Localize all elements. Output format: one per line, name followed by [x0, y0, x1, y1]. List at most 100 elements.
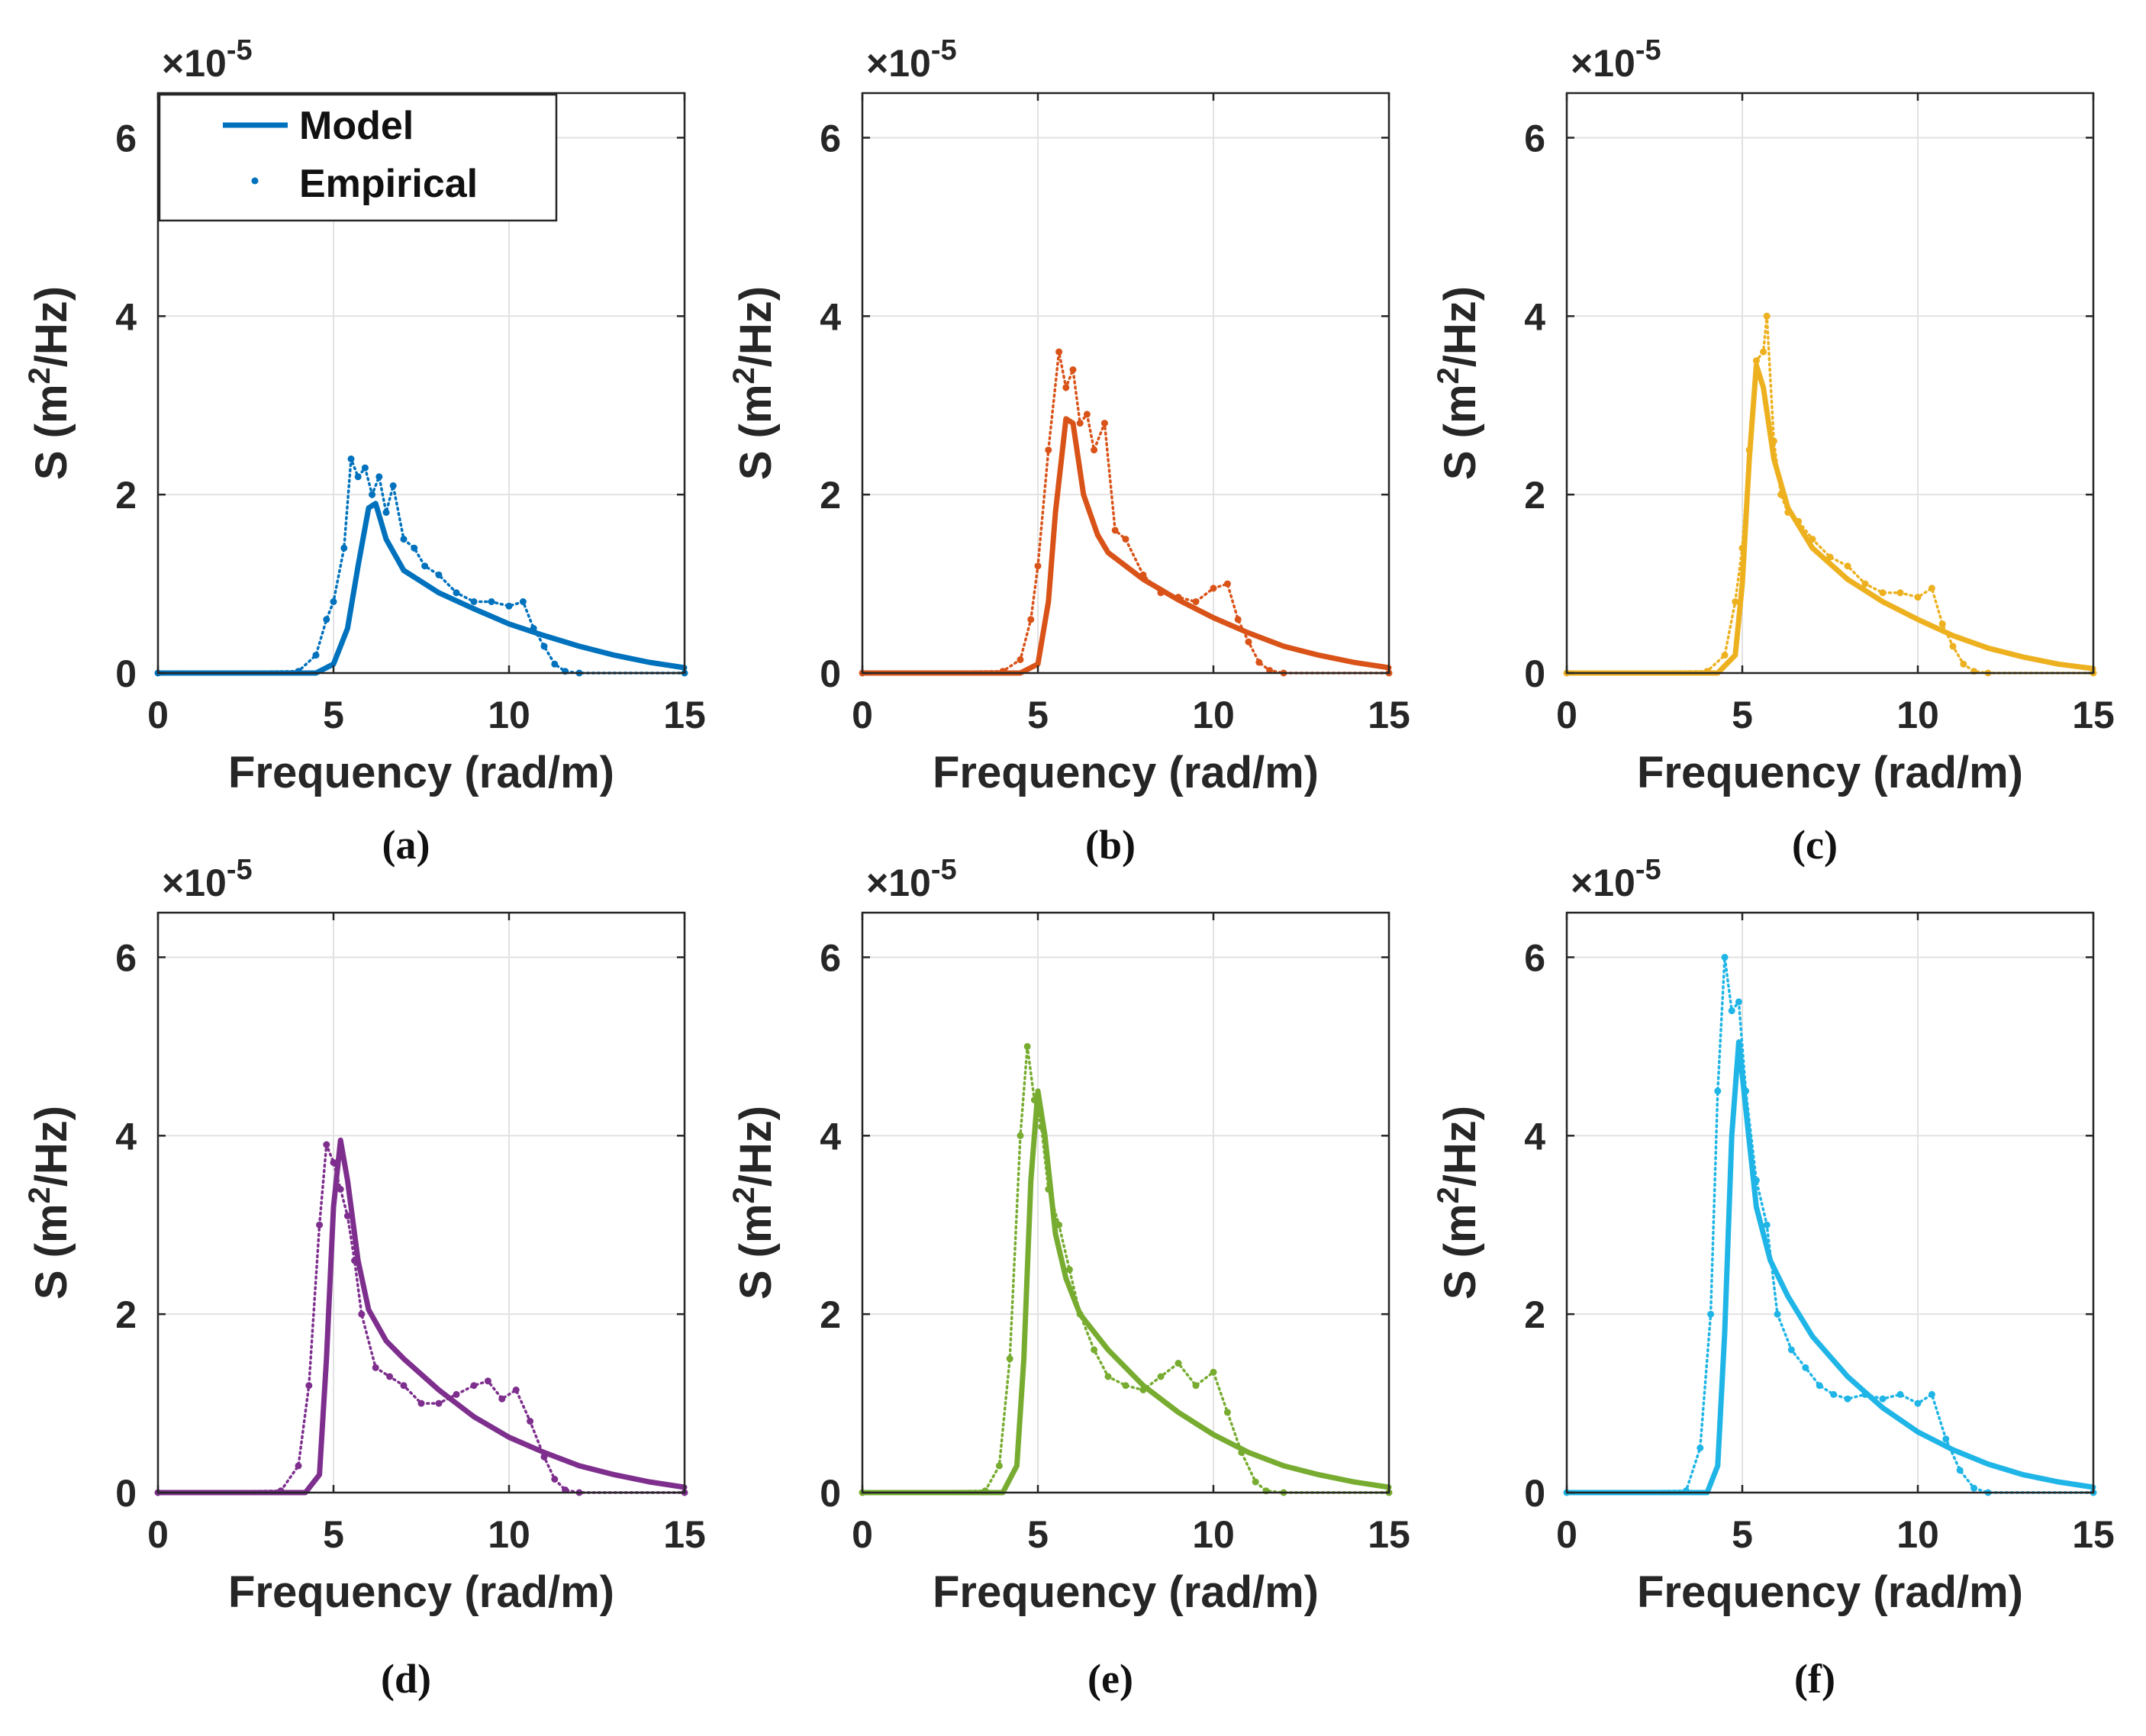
exponent-base: ×10	[1571, 862, 1635, 904]
y-label-main: S (m	[1436, 1203, 1485, 1300]
y-label-end: /Hz)	[1436, 1106, 1485, 1187]
y-tick-label: 0	[1524, 1472, 1545, 1515]
panel-caption: (a)	[382, 822, 430, 868]
x-tick-label: 0	[852, 1513, 873, 1556]
panel-caption: (b)	[1085, 822, 1136, 868]
y-tick-label: 2	[1524, 474, 1545, 517]
axes-frame	[861, 92, 1390, 675]
y-exponent-label: ×10-5	[866, 34, 957, 85]
x-axis-label: Frequency (rad/m)	[228, 1567, 614, 1617]
x-tick-label: 0	[1556, 1513, 1577, 1556]
y-tick-label: 0	[1524, 652, 1545, 695]
exponent-base: ×10	[1571, 42, 1635, 85]
y-label-superscript: 2	[23, 367, 56, 384]
y-exponent-label: ×10-5	[162, 34, 253, 85]
x-tick-label: 0	[1556, 694, 1577, 736]
y-tick-label: 6	[1524, 117, 1545, 159]
chart-panel-e: 0 5 10 15 0 2 4 6 ×10-5 Frequency (rad/m) S (m2/Hz…	[727, 854, 1410, 1702]
y-tick-label: 4	[820, 295, 841, 338]
plot-area	[862, 913, 1389, 1493]
model-series-line	[155, 501, 688, 676]
exponent-power: -5	[1635, 854, 1661, 886]
axes-frame	[156, 92, 686, 675]
y-axis-label: S (m2/Hz)	[727, 1106, 781, 1300]
y-tick-label: 0	[820, 1472, 841, 1515]
exponent-base: ×10	[162, 862, 227, 904]
y-tick-label: 4	[115, 295, 137, 338]
x-axis-label: Frequency (rad/m)	[933, 748, 1319, 797]
y-label-main: S (m	[27, 384, 76, 480]
x-tick-label: 15	[2072, 1513, 2115, 1556]
y-label-superscript: 2	[23, 1187, 56, 1203]
y-tick-label: 6	[820, 117, 841, 159]
x-tick-label: 5	[1732, 694, 1753, 736]
exponent-power: -5	[931, 854, 957, 886]
plot-area	[1567, 913, 2093, 1493]
y-axis-label: S (m2/Hz)	[727, 286, 781, 480]
x-tick-label: 5	[323, 1513, 344, 1556]
y-tick-label: 0	[115, 652, 137, 695]
x-tick-label: 0	[852, 694, 873, 736]
x-tick-label: 5	[1027, 1513, 1049, 1556]
legend-model-label: Model	[299, 104, 414, 148]
y-label-superscript: 2	[727, 367, 761, 384]
x-axis-label: Frequency (rad/m)	[933, 1567, 1319, 1617]
y-tick-label: 4	[820, 1115, 841, 1158]
legend-empirical-swatch	[251, 177, 259, 185]
exponent-power: -5	[1635, 34, 1661, 66]
axes-frame	[861, 911, 1390, 1494]
empirical-trace	[861, 1046, 1390, 1494]
y-label-main: S (m	[731, 1203, 781, 1300]
model-series-line	[155, 1137, 688, 1496]
y-tick-label: 2	[115, 474, 137, 517]
y-tick-label: 6	[1524, 936, 1545, 979]
panel-caption: (e)	[1088, 1656, 1133, 1702]
y-axis-label: S (m2/Hz)	[1432, 1106, 1485, 1300]
y-label-end: /Hz)	[1436, 286, 1485, 367]
y-label-main: S (m	[1436, 384, 1485, 480]
x-tick-label: 0	[147, 694, 169, 736]
empirical-trace	[1565, 957, 2095, 1494]
y-exponent-label: ×10-5	[866, 854, 957, 904]
y-tick-label: 6	[820, 936, 841, 979]
y-label-end: /Hz)	[731, 286, 781, 367]
exponent-power: -5	[227, 854, 253, 886]
plot-area	[1567, 93, 2093, 673]
panel-caption: (d)	[381, 1656, 431, 1702]
y-label-superscript: 2	[1432, 1187, 1465, 1203]
x-tick-label: 10	[1896, 694, 1939, 736]
x-tick-label: 10	[1192, 694, 1235, 736]
legend-box	[158, 93, 558, 222]
y-tick-label: 2	[820, 1293, 841, 1336]
exponent-base: ×10	[162, 42, 227, 85]
exponent-power: -5	[931, 34, 957, 66]
empirical-trace	[156, 458, 686, 675]
x-tick-label: 15	[1368, 694, 1410, 736]
y-exponent-label: ×10-5	[162, 854, 253, 904]
y-label-end: /Hz)	[27, 1106, 76, 1187]
y-label-main: S (m	[27, 1203, 76, 1300]
x-tick-label: 15	[1368, 1513, 1410, 1556]
empirical-series	[154, 455, 688, 677]
exponent-base: ×10	[866, 42, 931, 85]
x-tick-label: 15	[2072, 694, 2115, 736]
y-label-superscript: 2	[1432, 367, 1465, 384]
x-tick-label: 5	[1027, 694, 1049, 736]
x-tick-label: 10	[1192, 1513, 1235, 1556]
empirical-trace	[861, 351, 1390, 675]
y-tick-label: 6	[115, 117, 137, 159]
y-label-superscript: 2	[727, 1187, 761, 1203]
model-series-line	[1564, 362, 2096, 676]
panel-caption: (c)	[1792, 822, 1838, 868]
model-series-line	[1564, 1039, 2096, 1496]
x-tick-label: 10	[488, 694, 530, 736]
y-tick-label: 0	[115, 1472, 137, 1515]
empirical-point	[1714, 1087, 1722, 1095]
x-tick-label: 5	[323, 694, 344, 736]
y-axis-label: S (m2/Hz)	[1432, 286, 1485, 480]
x-tick-label: 0	[147, 1513, 169, 1556]
